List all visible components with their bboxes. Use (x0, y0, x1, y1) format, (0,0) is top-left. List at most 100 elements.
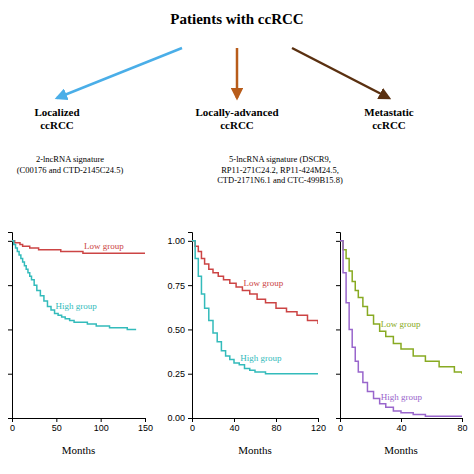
tick (8, 285, 12, 286)
tick-mark (276, 418, 277, 422)
tick: 0 (10, 418, 15, 433)
tick: 0 (338, 418, 343, 433)
axis-line (8, 233, 13, 419)
km-panel: 0 40 80 Months Low group High group (336, 233, 468, 457)
x-axis-title: Months (238, 444, 272, 456)
tick-mark (8, 241, 12, 242)
tick-mark (188, 329, 192, 330)
tick (8, 241, 12, 242)
plot-area (12, 241, 145, 330)
tick-mark (401, 418, 402, 422)
tick (336, 241, 340, 242)
tick: 100 (94, 418, 109, 433)
arrow (57, 48, 182, 98)
tick-label: 50 (52, 423, 62, 433)
tick-label: 0.00 (167, 413, 185, 423)
tick-label: 80 (271, 423, 281, 433)
tick (336, 374, 340, 375)
tick-mark (101, 418, 102, 422)
tick-mark (188, 374, 192, 375)
axis-line (341, 419, 463, 423)
series-label: Low group (84, 241, 124, 251)
category-label: LocalizedccRCC (34, 106, 79, 131)
annotation: 2-lncRNA signature(C00176 and CTD-2145C2… (17, 154, 124, 175)
km-panel: 050100150MonthsLow groupHigh group (8, 233, 153, 457)
tick: 50 (52, 418, 62, 433)
km-panel: 0 40 80 120 0.00 0.25 0.50 0.75 1.00 Months Low gr… (167, 233, 326, 457)
background (0, 0, 474, 474)
tick: 80 (457, 418, 467, 433)
category-label: MetastaticccRCC (364, 106, 414, 131)
tick-mark (318, 418, 319, 422)
tick-mark (8, 329, 12, 330)
y-axis (336, 233, 341, 419)
tick: 1.00 (167, 236, 192, 246)
tick: 0.50 (167, 325, 192, 335)
km-curve (12, 241, 136, 330)
series-label: High group (240, 353, 282, 363)
tick-mark (8, 285, 12, 286)
tick: 40 (396, 418, 406, 433)
tick-mark (336, 374, 340, 375)
tick-label: 1.00 (167, 236, 185, 246)
tick-mark (188, 241, 192, 242)
tick-mark (56, 418, 57, 422)
x-axis-title: Months (384, 444, 418, 456)
tick-mark (336, 241, 340, 242)
y-axis: 0.00 0.25 0.50 0.75 1.00 (167, 233, 192, 424)
series-labels: Low group High group (381, 319, 423, 402)
diagram: Patients with ccRCCLocalizedccRCCLocally… (17, 11, 414, 185)
tick-label: 100 (94, 423, 109, 433)
series-labels: Low group High group (56, 241, 125, 311)
tick-label: 0.25 (167, 369, 185, 379)
axis-line (336, 233, 341, 419)
y-axis (8, 233, 13, 419)
tick: 80 (271, 418, 281, 433)
tick-mark (234, 418, 235, 422)
tick (8, 374, 12, 375)
tick-label: 0 (338, 423, 343, 433)
axis-line (188, 233, 193, 419)
tick (336, 285, 340, 286)
tick-mark (336, 329, 340, 330)
x-axis: 0 40 80 (338, 418, 468, 433)
tick (336, 329, 340, 330)
title: Patients with ccRCC (170, 11, 303, 27)
x-axis: 0 50 100 150 (10, 418, 153, 433)
km-curve (192, 241, 318, 324)
tick-label: 80 (457, 423, 467, 433)
plot-area (340, 241, 462, 416)
tick-label: 0 (190, 423, 195, 433)
tick (8, 329, 12, 330)
tick-mark (336, 285, 340, 286)
arrow (236, 48, 239, 98)
tick-mark (188, 285, 192, 286)
tick-mark (188, 418, 192, 419)
tick-label: 0.50 (167, 325, 185, 335)
tick: 40 (229, 418, 239, 433)
tick-mark (145, 418, 146, 422)
series-label: High group (381, 392, 423, 402)
km-curve (340, 241, 462, 416)
series-label: High group (56, 301, 98, 311)
series-labels: Low group High group (240, 278, 283, 362)
axis-line (193, 419, 319, 423)
tick: 0.00 (167, 413, 192, 423)
plot-area (192, 241, 318, 374)
figure: Patients with ccRCCLocalizedccRCCLocally… (0, 0, 474, 474)
km-curve (12, 241, 145, 253)
tick: 0.25 (167, 369, 192, 379)
tick-label: 40 (229, 423, 239, 433)
tick: 0.75 (167, 281, 192, 291)
x-axis: 0 40 80 120 (190, 418, 326, 433)
series-label: Low group (243, 278, 283, 288)
tick-label: 0 (10, 423, 15, 433)
tick: 0 (190, 418, 195, 433)
arrow (292, 48, 389, 98)
tick-label: 0.75 (167, 281, 185, 291)
annotation: 5-lncRNA signature (DSCR9,RP11-271C24.2,… (217, 154, 343, 185)
km-curve (340, 241, 462, 374)
tick-label: 120 (311, 423, 326, 433)
series-label: Low group (381, 319, 421, 329)
tick: 150 (138, 418, 153, 433)
